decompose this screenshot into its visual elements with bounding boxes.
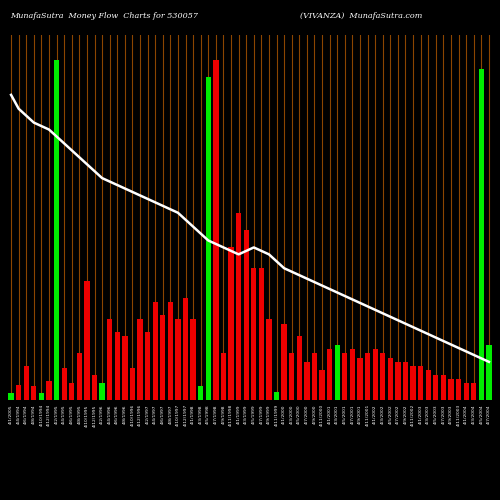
- Bar: [130, 368, 135, 400]
- Bar: [266, 320, 272, 400]
- Bar: [92, 374, 97, 400]
- Bar: [426, 370, 431, 400]
- Bar: [69, 383, 74, 400]
- Bar: [258, 268, 264, 400]
- Bar: [206, 78, 211, 400]
- Bar: [365, 354, 370, 400]
- Bar: [145, 332, 150, 400]
- Bar: [456, 379, 461, 400]
- Bar: [168, 302, 173, 400]
- Bar: [190, 320, 196, 400]
- Bar: [471, 383, 476, 400]
- Bar: [403, 362, 408, 400]
- Bar: [138, 320, 142, 400]
- Text: MunafaSutra  Money Flow  Charts for 530057: MunafaSutra Money Flow Charts for 530057: [10, 12, 198, 20]
- Bar: [100, 383, 104, 400]
- Text: (VIVANZA)  MunafaSutra.com: (VIVANZA) MunafaSutra.com: [300, 12, 422, 20]
- Bar: [418, 366, 424, 400]
- Bar: [8, 393, 14, 400]
- Bar: [251, 268, 256, 400]
- Bar: [236, 214, 242, 400]
- Bar: [160, 315, 166, 400]
- Bar: [122, 336, 128, 400]
- Bar: [304, 362, 310, 400]
- Bar: [312, 354, 317, 400]
- Bar: [327, 349, 332, 400]
- Bar: [380, 354, 386, 400]
- Bar: [54, 60, 59, 400]
- Bar: [320, 370, 324, 400]
- Bar: [274, 392, 279, 400]
- Bar: [16, 384, 22, 400]
- Bar: [114, 332, 120, 400]
- Bar: [441, 374, 446, 400]
- Bar: [342, 354, 347, 400]
- Bar: [296, 336, 302, 400]
- Bar: [388, 358, 393, 400]
- Bar: [84, 281, 89, 400]
- Bar: [350, 349, 355, 400]
- Bar: [228, 247, 234, 400]
- Bar: [334, 345, 340, 400]
- Bar: [448, 379, 454, 400]
- Bar: [289, 354, 294, 400]
- Bar: [372, 349, 378, 400]
- Bar: [176, 320, 180, 400]
- Bar: [183, 298, 188, 400]
- Bar: [152, 302, 158, 400]
- Bar: [486, 345, 492, 400]
- Bar: [76, 354, 82, 400]
- Bar: [107, 320, 112, 400]
- Bar: [478, 69, 484, 400]
- Bar: [396, 362, 400, 400]
- Bar: [410, 366, 416, 400]
- Bar: [39, 393, 44, 400]
- Bar: [213, 60, 218, 400]
- Bar: [221, 354, 226, 400]
- Bar: [282, 324, 287, 400]
- Bar: [358, 358, 362, 400]
- Bar: [24, 366, 29, 400]
- Bar: [31, 386, 36, 400]
- Bar: [46, 382, 52, 400]
- Bar: [244, 230, 249, 400]
- Bar: [62, 368, 67, 400]
- Bar: [198, 386, 203, 400]
- Bar: [433, 374, 438, 400]
- Bar: [464, 383, 469, 400]
